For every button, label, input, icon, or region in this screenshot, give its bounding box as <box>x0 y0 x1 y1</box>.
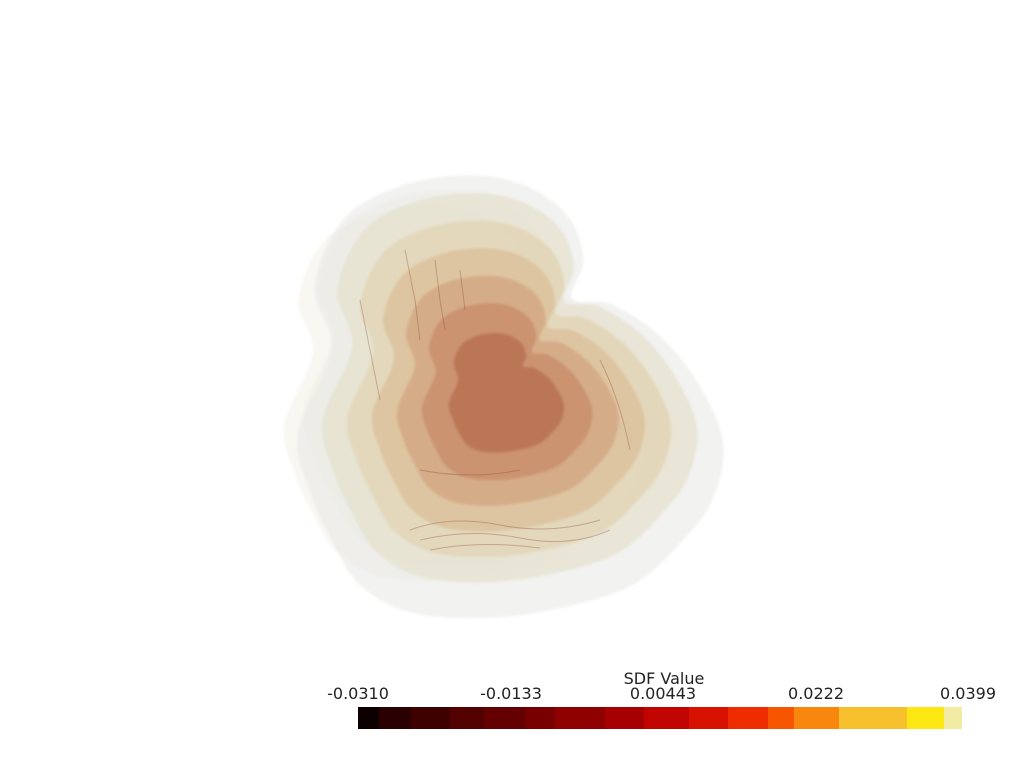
colorbar-segment <box>554 707 605 729</box>
colorbar-segment <box>688 707 729 729</box>
colorbar-segment <box>484 707 527 729</box>
colorbar-segment <box>767 707 794 729</box>
colorbar-gradient <box>358 707 962 729</box>
colorbar-segment <box>449 707 485 729</box>
colorbar-tick-3: 0.00443 <box>629 684 697 703</box>
colorbar-segment <box>728 707 768 729</box>
colorbar-segment <box>358 707 380 729</box>
colorbar-segment <box>943 707 962 729</box>
surface-crack-detail <box>359 249 631 551</box>
colorbar-tick-min: -0.0310 <box>327 684 389 703</box>
isosurface-layer <box>448 332 565 453</box>
colorbar-tick-max: 0.0399 <box>940 684 996 703</box>
colorbar-segment <box>604 707 645 729</box>
colorbar-segment <box>526 707 555 729</box>
colorbar-title: SDF Value <box>623 669 705 688</box>
colorbar-segment <box>906 707 944 729</box>
colorbar-tick-4: 0.0222 <box>788 684 844 703</box>
colorbar-segment <box>838 707 907 729</box>
colorbar-segment <box>410 707 450 729</box>
colorbar-segment <box>644 707 689 729</box>
colorbar-tick-2: -0.0133 <box>480 684 542 703</box>
colorbar-segment <box>379 707 411 729</box>
colorbar-segment <box>793 707 839 729</box>
